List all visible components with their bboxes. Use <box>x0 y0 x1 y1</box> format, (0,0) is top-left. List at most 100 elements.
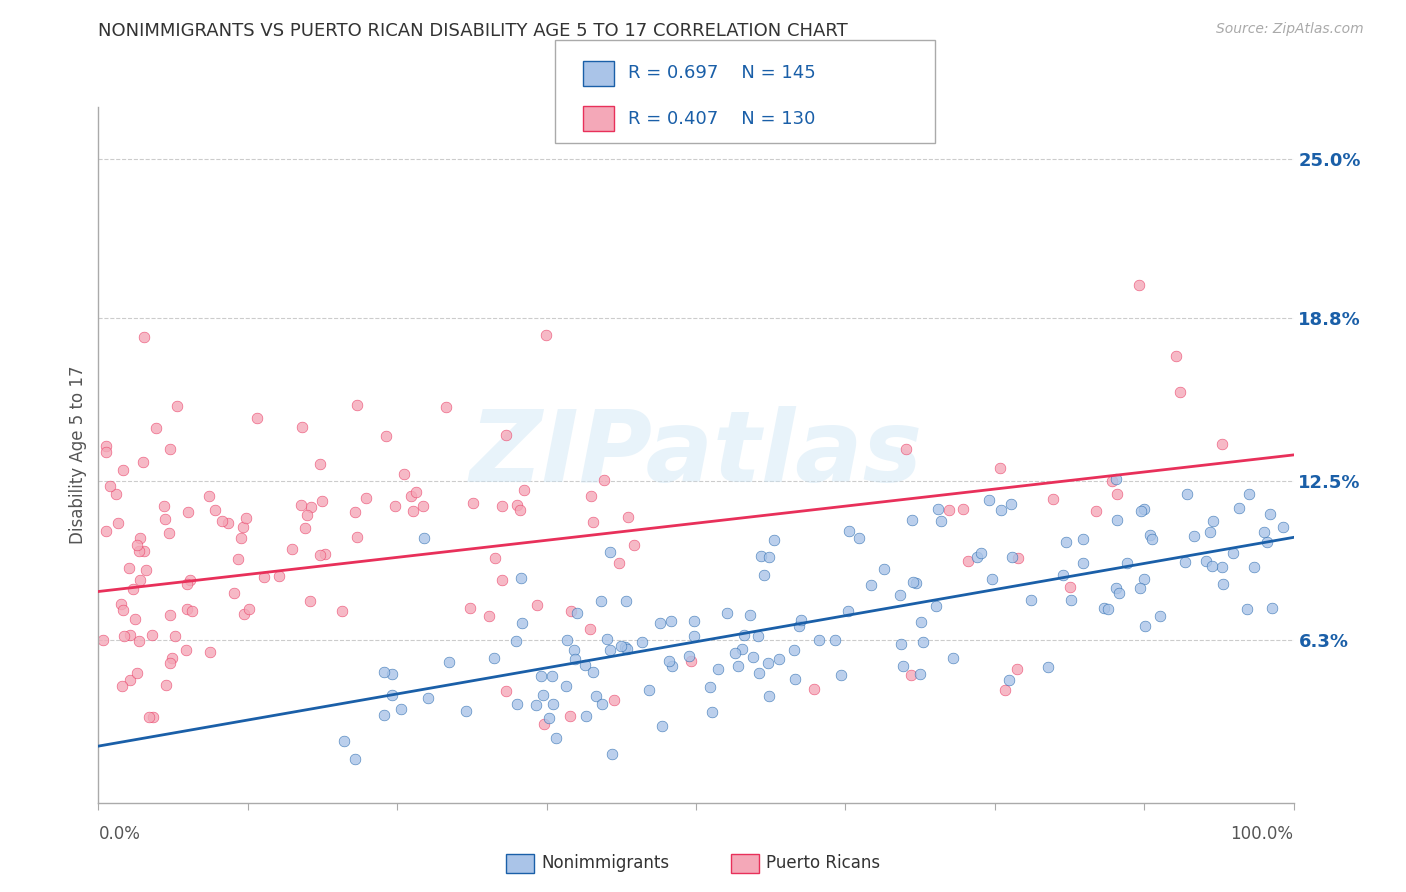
Point <box>903 575 925 590</box>
Point <box>112 629 135 643</box>
Point <box>659 615 682 629</box>
Point <box>495 684 517 698</box>
Point <box>346 530 368 544</box>
Point <box>614 640 637 654</box>
Point <box>956 554 979 568</box>
Point <box>159 442 181 457</box>
Text: Nonimmigrants: Nonimmigrants <box>541 854 669 871</box>
Point <box>533 717 555 731</box>
Point <box>1128 278 1150 293</box>
Point <box>231 531 253 545</box>
Point <box>749 549 772 564</box>
Point <box>1253 524 1275 539</box>
Point <box>1007 551 1029 566</box>
Point <box>91 633 114 648</box>
Point <box>314 547 336 561</box>
Point <box>603 693 626 707</box>
Point <box>94 439 117 453</box>
Point <box>911 635 934 649</box>
Point <box>253 569 276 583</box>
Point <box>530 669 553 683</box>
Point <box>297 508 319 522</box>
Point <box>988 460 1011 475</box>
Point <box>510 615 533 630</box>
Point <box>942 650 965 665</box>
Point <box>281 541 304 556</box>
Point <box>238 602 260 616</box>
Point <box>418 691 440 706</box>
Point <box>607 556 630 570</box>
Point <box>650 616 672 631</box>
Point <box>733 628 755 642</box>
Point <box>848 532 870 546</box>
Point <box>966 549 988 564</box>
Point <box>381 667 404 681</box>
Point <box>141 628 163 642</box>
Point <box>555 632 578 647</box>
Point <box>308 457 330 471</box>
Point <box>702 706 724 720</box>
Point <box>1202 514 1225 528</box>
Point <box>1211 560 1233 574</box>
Point <box>1000 497 1022 511</box>
Point <box>531 688 554 702</box>
Point <box>724 646 747 660</box>
Point <box>727 659 749 673</box>
Point <box>343 752 366 766</box>
Point <box>381 689 404 703</box>
Point <box>678 648 700 663</box>
Point <box>439 655 461 669</box>
Point <box>931 515 953 529</box>
Point <box>129 574 152 588</box>
Point <box>1164 349 1187 363</box>
Point <box>562 643 585 657</box>
Point <box>132 455 155 469</box>
Point <box>716 606 738 620</box>
Point <box>226 552 249 566</box>
Point <box>1222 546 1244 560</box>
Point <box>617 509 640 524</box>
Point <box>127 666 149 681</box>
Point <box>198 645 221 659</box>
Point <box>758 689 780 703</box>
Point <box>600 747 623 761</box>
Point <box>217 516 239 530</box>
Point <box>111 603 134 617</box>
Point <box>1105 472 1128 486</box>
Point <box>910 615 932 630</box>
Point <box>1199 525 1222 540</box>
Point <box>311 494 333 508</box>
Text: Source: ZipAtlas.com: Source: ZipAtlas.com <box>1216 22 1364 37</box>
Point <box>682 629 704 643</box>
Point <box>803 682 825 697</box>
Point <box>706 662 728 676</box>
Point <box>623 538 645 552</box>
Point <box>232 520 254 534</box>
Point <box>889 588 911 602</box>
Point <box>1195 554 1218 568</box>
Point <box>1108 586 1130 600</box>
Point <box>1129 581 1152 595</box>
Text: ZIPatlas: ZIPatlas <box>470 407 922 503</box>
Point <box>790 613 813 627</box>
Point <box>1237 487 1260 501</box>
Point <box>1071 533 1094 547</box>
Point <box>1092 601 1115 615</box>
Point <box>1227 501 1250 516</box>
Point <box>1084 504 1107 518</box>
Point <box>176 577 198 591</box>
Point <box>121 582 143 596</box>
Point <box>506 697 529 711</box>
Point <box>596 632 619 646</box>
Point <box>98 479 121 493</box>
Point <box>197 489 219 503</box>
Point <box>900 513 922 527</box>
Point <box>166 399 188 413</box>
Point <box>160 651 183 665</box>
Point <box>952 501 974 516</box>
Point <box>509 503 531 517</box>
Point <box>997 673 1019 687</box>
Point <box>510 571 533 585</box>
Point <box>110 597 132 611</box>
Point <box>807 632 830 647</box>
